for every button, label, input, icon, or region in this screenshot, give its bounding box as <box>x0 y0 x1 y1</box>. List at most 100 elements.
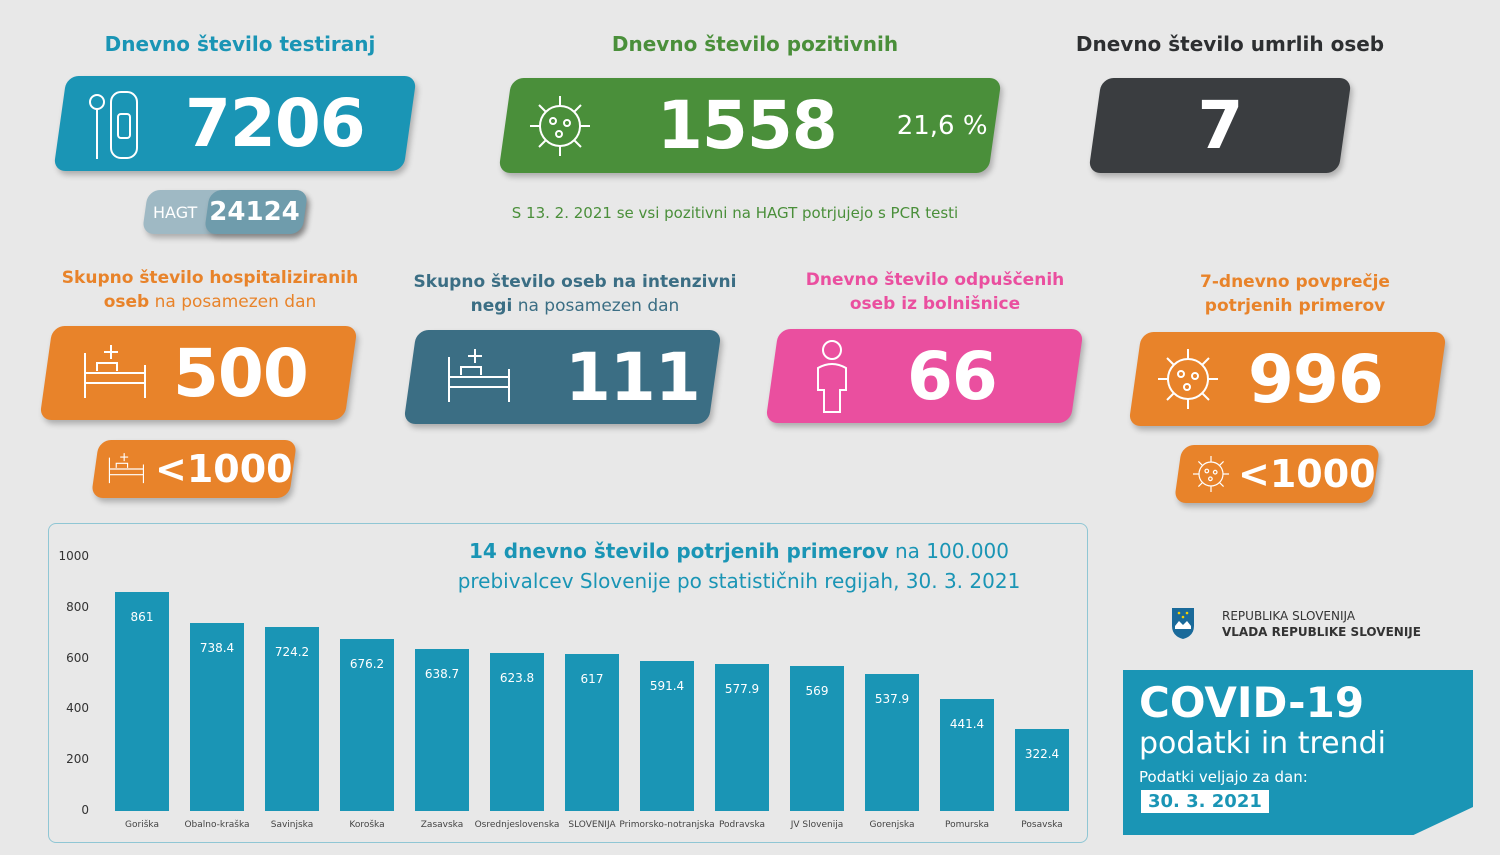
hagt-badge: HAGT 24124 <box>141 190 309 234</box>
gov-line2: VLADA REPUBLIKE SLOVENIJE <box>1222 625 1421 639</box>
discharged-title-line2: oseb iz bolnišnice <box>849 294 1021 314</box>
hospital-title-bold: oseb <box>103 292 150 312</box>
positive-percent: 21,6 % <box>896 110 988 141</box>
discharged-card: 66 <box>765 329 1084 423</box>
bar-value-label: 569 <box>805 684 829 699</box>
icu-title-rest: na posamezen dan <box>512 296 680 316</box>
y-tick-label: 400 <box>66 701 89 716</box>
bar-Primorsko-notranjska <box>640 660 694 811</box>
bar-value-label: 537.9 <box>874 692 910 707</box>
avg7-value: 996 <box>1248 340 1384 418</box>
bar-value-label: 322.4 <box>1024 747 1060 762</box>
y-tick-label: 0 <box>81 803 89 817</box>
regions-bar-chart: 14 dnevno število potrjenih primerov na … <box>48 523 1088 843</box>
y-tick-label: 1000 <box>58 549 89 563</box>
bar-value-label: 591.4 <box>649 678 685 693</box>
hospital-bed-icon <box>108 453 144 484</box>
avg7-threshold-value: <1000 <box>1238 452 1376 496</box>
y-tick-label: 800 <box>66 599 89 614</box>
x-tick-label: Koroška <box>349 820 385 830</box>
person-icon <box>817 340 847 413</box>
badge-title: COVID-19 <box>1139 678 1365 727</box>
x-tick-label: Podravska <box>718 820 766 830</box>
gov-label: REPUBLIKA SLOVENIJA VLADA REPUBLIKE SLOVE… <box>1222 608 1421 640</box>
bar-Pomurska <box>940 698 994 811</box>
hospital-threshold: <1000 <box>90 440 298 498</box>
hospital-bed-icon <box>84 345 146 398</box>
y-tick-label: 600 <box>66 650 89 665</box>
icu-value: 111 <box>565 338 701 416</box>
discharged-title-line1: Dnevno število odpuščenih <box>805 270 1065 290</box>
bar-Podravska <box>715 664 769 811</box>
avg7-title-line2: potrjenih primerov <box>1204 296 1386 316</box>
hospital-title: Skupno število hospitaliziranih oseb na p… <box>30 266 390 314</box>
discharged-title: Dnevno število odpuščenih oseb iz bolnišn… <box>770 268 1100 316</box>
tests-card: 7206 <box>53 76 417 171</box>
avg7-title: 7-dnevno povprečje potrjenih primerov <box>1130 270 1460 318</box>
covid-badge: COVID-19 podatki in trendi Podatki velja… <box>1123 670 1473 835</box>
bar-value-label: 638.7 <box>424 666 460 681</box>
icu-title: Skupno število oseb na intenzivni negi na… <box>395 270 755 318</box>
x-tick-label: SLOVENIJA <box>568 820 616 830</box>
badge-date: 30. 3. 2021 <box>1141 790 1269 813</box>
virus-icon <box>1158 349 1218 409</box>
x-tick-label: Savinjska <box>270 820 314 830</box>
bar-value-label: 676.2 <box>349 657 385 672</box>
hospital-title-rest: na posamezen dan <box>149 292 317 312</box>
bar-Gorenjska <box>865 674 919 811</box>
x-tick-label: Primorsko-notranjska <box>619 820 715 830</box>
chart-title: 14 dnevno število potrjenih primerov na … <box>419 536 1059 596</box>
chart-title-line2: prebivalcev Slovenije po statističnih re… <box>457 569 1021 593</box>
hagt-label: HAGT <box>153 202 198 222</box>
y-tick-label: 200 <box>66 752 89 767</box>
bar-value-label: 738.4 <box>199 641 235 656</box>
bar-SLOVENIJA <box>565 654 619 811</box>
hospital-threshold-value: <1000 <box>155 447 293 491</box>
avg7-threshold: <1000 <box>1173 445 1381 503</box>
slovenia-coat-of-arms-icon <box>1172 608 1194 639</box>
bar-JV Slovenija <box>790 666 844 811</box>
tests-title: Dnevno število testiranj <box>104 32 376 56</box>
bar-value-label: 617 <box>580 672 604 687</box>
avg7-card: 996 <box>1128 332 1447 426</box>
x-tick-label: Goriška <box>125 820 159 830</box>
x-tick-label: Posavska <box>1021 820 1063 830</box>
bar-Obalno-kraška <box>190 623 244 811</box>
positive-value: 1558 <box>657 87 838 164</box>
bar-Goriška <box>115 592 169 811</box>
bar-value-label: 441.4 <box>949 716 985 731</box>
deaths-title: Dnevno število umrlih oseb <box>1075 32 1385 56</box>
hospital-card: 500 <box>39 326 358 420</box>
deaths-value: 7 <box>1197 87 1244 164</box>
chart-title-rest: na 100.000 <box>888 539 1009 563</box>
hospital-value: 500 <box>173 334 309 412</box>
positive-title: Dnevno število pozitivnih <box>611 32 899 56</box>
deaths-card: 7 <box>1088 78 1352 173</box>
tests-value: 7206 <box>185 85 366 162</box>
discharged-value: 66 <box>907 337 998 415</box>
hagt-value: 24124 <box>209 197 300 227</box>
chart-title-bold: 14 dnevno število potrjenih primerov <box>468 539 889 563</box>
bar-Savinjska <box>265 627 319 811</box>
positive-card: 1558 21,6 % <box>498 78 1002 173</box>
x-tick-label: Obalno-kraška <box>184 820 250 830</box>
hospital-title-line1: Skupno število hospitaliziranih <box>61 268 359 288</box>
x-tick-label: Pomurska <box>944 820 990 830</box>
bar-Koroška <box>340 639 394 811</box>
x-tick-label: Zasavska <box>420 820 464 830</box>
bar-Posavska <box>1015 729 1069 811</box>
virus-icon <box>1193 456 1229 492</box>
bar-Zasavska <box>415 648 469 811</box>
badge-valid-label: Podatki veljajo za dan: <box>1139 768 1308 786</box>
icu-title-bold: negi <box>470 296 513 316</box>
bar-value-label: 577.9 <box>724 682 760 697</box>
bar-value-label: 724.2 <box>274 645 310 660</box>
positive-note: S 13. 2. 2021 se vsi pozitivni na HAGT p… <box>511 204 959 222</box>
bar-value-label: 861 <box>130 610 154 625</box>
x-tick-label: JV Slovenija <box>790 820 844 830</box>
x-tick-label: Gorenjska <box>869 820 915 830</box>
virus-icon <box>530 95 590 156</box>
badge-subtitle: podatki in trendi <box>1139 726 1387 761</box>
icu-card: 111 <box>403 330 722 424</box>
hospital-bed-icon <box>448 349 510 402</box>
